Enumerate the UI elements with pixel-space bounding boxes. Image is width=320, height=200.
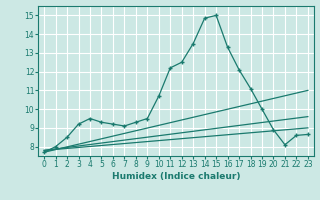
X-axis label: Humidex (Indice chaleur): Humidex (Indice chaleur) <box>112 172 240 181</box>
